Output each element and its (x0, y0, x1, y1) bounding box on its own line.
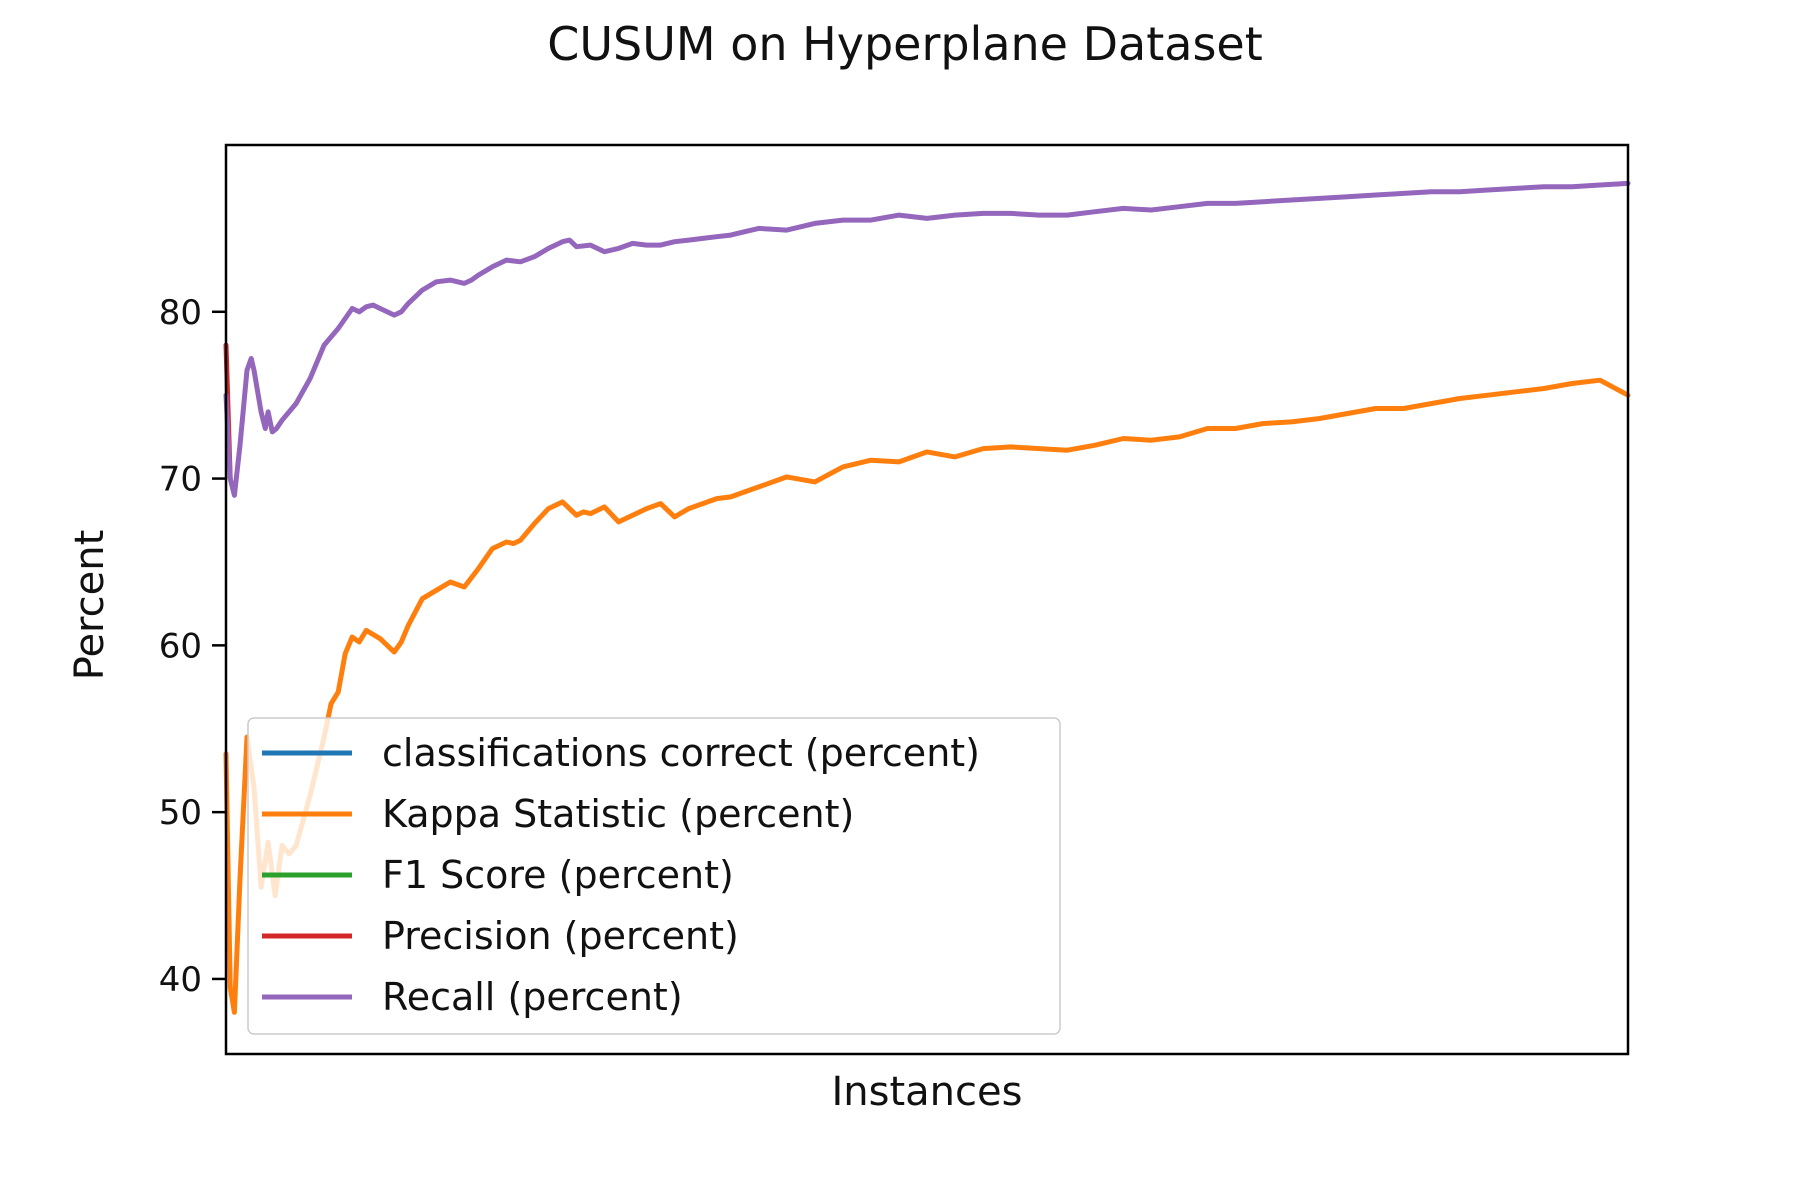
legend-box (247, 717, 1061, 1035)
y-axis-ticks: 40 50 60 70 80 (159, 293, 226, 1000)
chart-title: CUSUM on Hyperplane Dataset (547, 17, 1263, 71)
y-axis-label: Percent (67, 530, 113, 681)
series-line-4 (223, 180, 1631, 498)
x-axis-label: Instances (832, 1069, 1023, 1115)
legend: classifications correct (percent) Kappa S… (247, 717, 1061, 1035)
legend-label-3: Precision (percent) (382, 914, 739, 958)
legend-label-4: Recall (percent) (382, 975, 683, 1019)
y-tick-label: 60 (159, 626, 202, 666)
legend-label-1: Kappa Statistic (percent) (382, 792, 854, 836)
y-tick-label: 80 (159, 293, 202, 333)
y-tick-label: 70 (159, 460, 202, 500)
plot-frame (224, 143, 1630, 1056)
y-tick-label: 40 (159, 960, 202, 1000)
legend-label-0: classifications correct (percent) (382, 731, 980, 775)
legend-label-2: F1 Score (percent) (382, 853, 734, 897)
y-tick-label: 50 (159, 793, 202, 833)
